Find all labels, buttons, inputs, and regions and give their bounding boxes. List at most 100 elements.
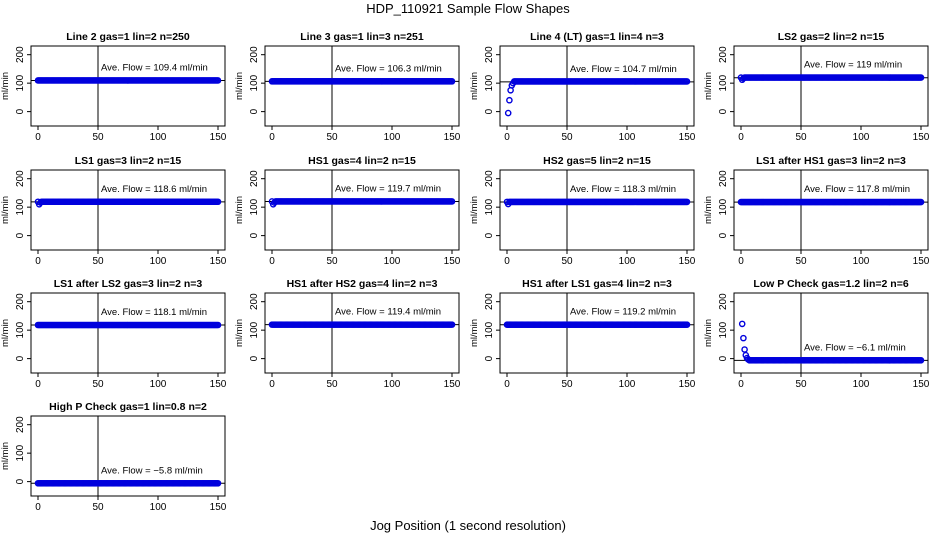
x-tick-label: 50 — [92, 256, 104, 267]
data-point — [917, 198, 925, 206]
y-axis-label: ml/min — [0, 72, 11, 100]
y-tick-label: 100 — [484, 198, 495, 215]
plot-frame — [499, 45, 695, 127]
x-tick-label: 50 — [795, 132, 807, 143]
x-tick-label: 100 — [384, 379, 401, 390]
y-tick-label: 0 — [15, 108, 26, 114]
panel-7: HS2 gas=5 lin=2 n=15 ml/min 0 50 100 150 0 100 2… — [469, 155, 696, 267]
x-tick-label: 150 — [210, 502, 227, 513]
y-tick-label: 200 — [484, 46, 495, 63]
x-tick-label: 0 — [738, 379, 744, 390]
x-tick-label: 50 — [326, 132, 338, 143]
x-tick-label: 150 — [210, 132, 227, 143]
y-tick-label: 200 — [718, 293, 729, 310]
x-tick-label: 100 — [619, 256, 636, 267]
panel-title: Line 2 gas=1 lin=2 n=250 — [66, 31, 190, 43]
x-tick-label: 100 — [150, 256, 167, 267]
panel-title: Line 4 (LT) gas=1 lin=4 n=3 — [530, 31, 664, 43]
x-tick-label: 100 — [853, 379, 870, 390]
panel-title: LS1 after LS2 gas=3 lin=2 n=3 — [54, 278, 203, 290]
mean-flow-annotation: Ave. Flow = −5.8 ml/min — [101, 465, 203, 476]
plot-frame — [30, 45, 226, 127]
y-axis-label: ml/min — [0, 319, 11, 347]
plot-frame — [264, 292, 460, 374]
x-tick-label: 0 — [35, 502, 41, 513]
x-tick-label: 150 — [913, 379, 930, 390]
data-point — [683, 78, 691, 85]
data-point — [448, 78, 456, 85]
y-tick-label: 200 — [249, 293, 260, 310]
x-tick-label: 0 — [738, 256, 744, 267]
y-tick-label: 0 — [718, 108, 729, 114]
y-tick-label: 200 — [15, 170, 26, 187]
x-tick-label: 50 — [795, 256, 807, 267]
x-tick-label: 0 — [269, 379, 275, 390]
panel-12: Low P Check gas=1.2 lin=2 n=6 ml/min 0 50 10… — [703, 278, 930, 390]
x-tick-label: 150 — [679, 379, 696, 390]
panel-title: LS2 gas=2 lin=2 n=15 — [778, 31, 885, 43]
x-tick-label: 100 — [853, 256, 870, 267]
mean-flow-annotation: Ave. Flow = −6.1 ml/min — [804, 342, 906, 353]
x-tick-label: 0 — [269, 132, 275, 143]
y-tick-label: 0 — [718, 355, 729, 361]
panel-10: HS1 after HS2 gas=4 lin=2 n=3 ml/min 0 50 10… — [234, 278, 461, 390]
panel-5: LS1 gas=3 lin=2 n=15 ml/min 0 50 100 150 0 100 2… — [0, 155, 227, 267]
panel-title: High P Check gas=1 lin=0.8 n=2 — [49, 401, 207, 413]
x-tick-label: 0 — [504, 379, 510, 390]
mean-flow-annotation: Ave. Flow = 119.4 ml/min — [335, 307, 441, 318]
y-tick-label: 100 — [718, 198, 729, 215]
x-tick-label: 100 — [150, 502, 167, 513]
data-point — [738, 320, 746, 328]
y-tick-label: 100 — [484, 321, 495, 338]
data-point — [448, 198, 456, 205]
x-tick-label: 0 — [269, 256, 275, 267]
y-tick-label: 200 — [249, 46, 260, 63]
data-points — [34, 77, 222, 84]
panel-13: High P Check gas=1 lin=0.8 n=2 ml/min 0 50 1… — [0, 401, 227, 513]
y-axis-label: ml/min — [234, 319, 245, 347]
y-axis-label: ml/min — [469, 319, 480, 347]
plot-frame — [264, 169, 460, 251]
y-axis-label: ml/min — [0, 442, 11, 470]
x-tick-label: 150 — [210, 256, 227, 267]
x-tick-label: 50 — [326, 379, 338, 390]
panel-title: HS1 gas=4 lin=2 n=15 — [308, 155, 416, 167]
y-tick-label: 0 — [15, 232, 26, 238]
y-tick-label: 200 — [718, 46, 729, 63]
panel-title: LS1 gas=3 lin=2 n=15 — [75, 155, 182, 167]
y-tick-label: 100 — [484, 74, 495, 91]
x-tick-label: 150 — [913, 256, 930, 267]
y-tick-label: 100 — [249, 74, 260, 91]
x-tick-label: 150 — [444, 256, 461, 267]
x-tick-label: 0 — [504, 256, 510, 267]
panel-title: HS1 after HS2 gas=4 lin=2 n=3 — [287, 278, 438, 290]
x-tick-label: 150 — [444, 379, 461, 390]
data-point — [741, 346, 748, 353]
y-tick-label: 100 — [15, 321, 26, 338]
x-tick-label: 50 — [92, 502, 104, 513]
data-point — [506, 96, 513, 104]
x-tick-label: 150 — [210, 379, 227, 390]
data-points — [34, 479, 222, 487]
data-point — [917, 74, 925, 81]
panel-9: LS1 after LS2 gas=3 lin=2 n=3 ml/min 0 50 10… — [0, 278, 227, 390]
y-tick-label: 100 — [718, 321, 729, 338]
data-point — [740, 334, 747, 342]
mean-flow-annotation: Ave. Flow = 118.3 ml/min — [570, 184, 676, 195]
plot-frame — [30, 169, 226, 251]
y-tick-label: 0 — [484, 232, 495, 238]
x-tick-label: 50 — [92, 379, 104, 390]
plot-frame — [733, 292, 929, 374]
x-tick-label: 100 — [150, 379, 167, 390]
x-tick-label: 100 — [619, 379, 636, 390]
x-tick-label: 50 — [561, 256, 573, 267]
x-tick-label: 150 — [913, 132, 930, 143]
data-point — [504, 109, 512, 117]
x-tick-label: 100 — [150, 132, 167, 143]
x-tick-label: 100 — [384, 256, 401, 267]
mean-flow-annotation: Ave. Flow = 119.7 ml/min — [335, 184, 441, 195]
y-tick-label: 200 — [15, 416, 26, 433]
panel-title: LS1 after HS1 gas=3 lin=2 n=3 — [756, 155, 906, 167]
x-tick-label: 0 — [35, 256, 41, 267]
